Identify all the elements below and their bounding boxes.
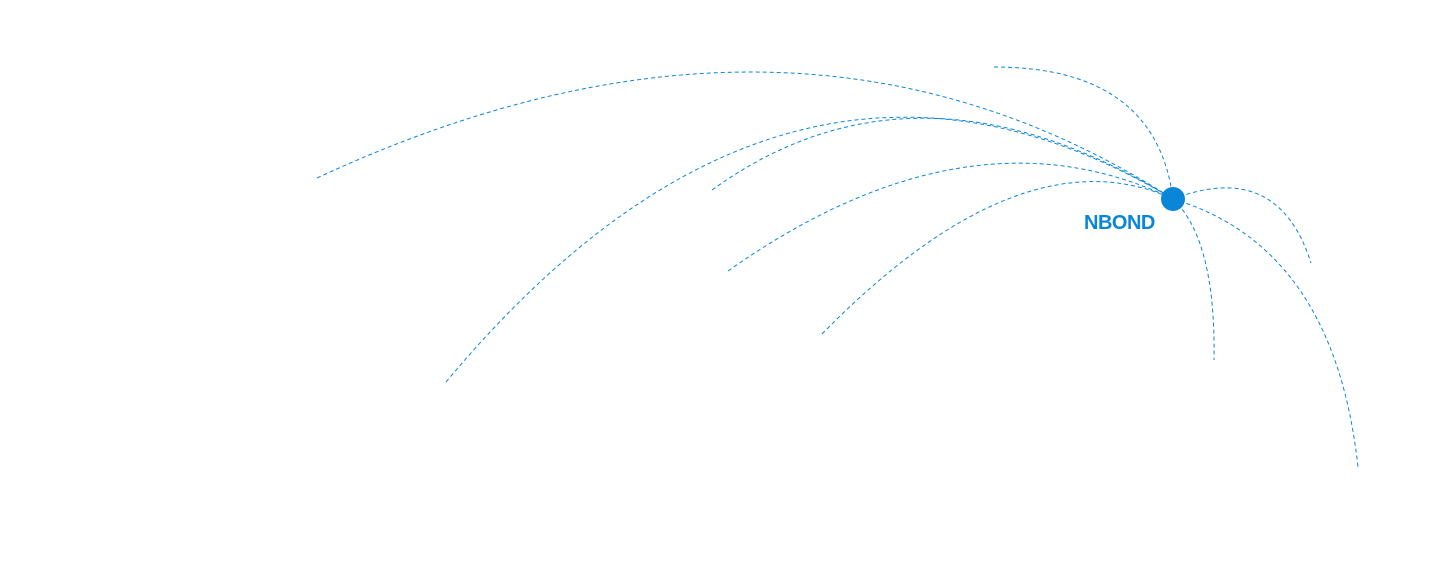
connection-arc <box>727 162 1174 272</box>
connection-arc <box>445 116 1174 383</box>
connection-arc <box>1172 198 1359 468</box>
connection-arc <box>1172 187 1312 264</box>
connection-arc <box>993 66 1174 200</box>
connection-arc <box>1172 198 1215 361</box>
connection-arc <box>316 71 1174 200</box>
hub-node <box>1161 187 1185 211</box>
connection-arc <box>821 181 1174 335</box>
brand-label: NBOND <box>1084 212 1155 234</box>
connection-arc <box>711 117 1174 200</box>
